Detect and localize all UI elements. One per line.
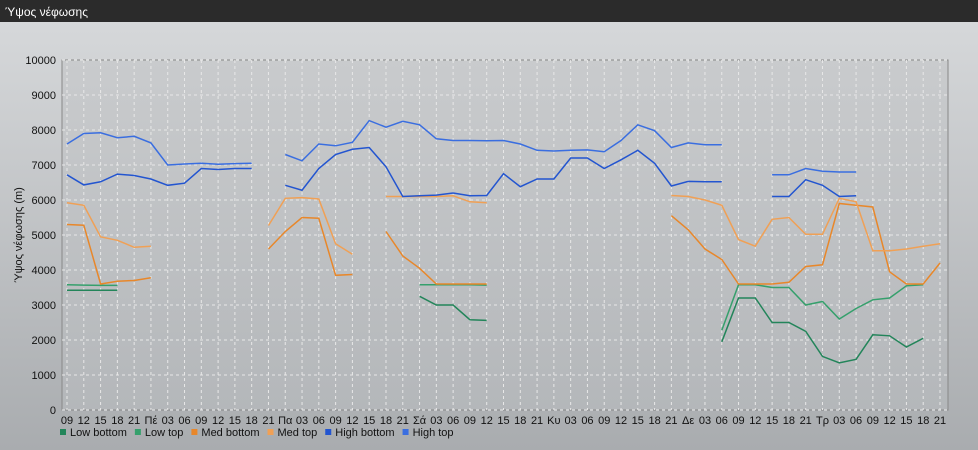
series-line <box>66 194 941 255</box>
y-tick-label: 5000 <box>32 230 56 242</box>
legend-label: High bottom <box>335 427 394 439</box>
legend-label: Med bottom <box>201 427 259 439</box>
title-bar <box>0 0 978 22</box>
x-tick-label: Τρ <box>816 415 829 427</box>
x-tick-label: 03 <box>699 415 711 427</box>
x-tick-label: 18 <box>380 415 392 427</box>
x-tick-label: 06 <box>447 415 459 427</box>
x-tick-label: 15 <box>94 415 106 427</box>
x-tick-label: 09 <box>732 415 744 427</box>
y-tick-label: 2000 <box>32 335 56 347</box>
x-tick-label: 21 <box>665 415 677 427</box>
x-tick-label: 03 <box>565 415 577 427</box>
y-tick-label: 4000 <box>32 265 56 277</box>
x-tick-label: 18 <box>514 415 526 427</box>
y-tick-label: 1000 <box>32 370 56 382</box>
x-tick-label: 09 <box>464 415 476 427</box>
window-title: Ύψος νέφωσης <box>5 5 88 19</box>
legend-label: High top <box>413 427 454 439</box>
series-line <box>66 202 941 285</box>
series-line <box>66 146 857 198</box>
x-tick-label: 15 <box>632 415 644 427</box>
x-tick-label: 06 <box>716 415 728 427</box>
y-tick-label: 8000 <box>32 125 56 137</box>
x-tick-label: 06 <box>178 415 190 427</box>
y-tick-label: 7000 <box>32 160 56 172</box>
x-tick-label: Σά <box>413 415 427 427</box>
legend-swatch <box>402 429 409 435</box>
x-tick-label: 15 <box>766 415 778 427</box>
x-tick-label: 03 <box>296 415 308 427</box>
x-tick-label: 12 <box>884 415 896 427</box>
y-tick-label: 0 <box>50 405 56 417</box>
legend-swatch <box>134 429 141 435</box>
x-tick-label: 03 <box>833 415 845 427</box>
y-tick-label: 10000 <box>25 55 56 67</box>
x-tick-label: 18 <box>111 415 123 427</box>
x-tick-label: Πέ <box>145 415 158 427</box>
x-tick-label: 15 <box>900 415 912 427</box>
legend-swatch <box>325 429 332 435</box>
x-tick-label: 03 <box>430 415 442 427</box>
y-tick-label: 9000 <box>32 90 56 102</box>
x-tick-label: 21 <box>262 415 274 427</box>
x-tick-label: 09 <box>598 415 610 427</box>
x-tick-label: 21 <box>934 415 946 427</box>
x-tick-label: 12 <box>78 415 90 427</box>
legend-label: Low bottom <box>70 427 127 439</box>
x-tick-label: 12 <box>481 415 493 427</box>
y-tick-label: 6000 <box>32 195 56 207</box>
legend-label: Low top <box>145 427 184 439</box>
series-line <box>67 289 924 364</box>
x-tick-label: 03 <box>162 415 174 427</box>
x-tick-label: 15 <box>497 415 509 427</box>
x-tick-label: 18 <box>917 415 929 427</box>
x-tick-label: 21 <box>800 415 812 427</box>
x-tick-label: 21 <box>128 415 140 427</box>
legend-swatch <box>60 429 66 435</box>
y-tick-label: 3000 <box>32 300 56 312</box>
x-tick-label: 12 <box>749 415 761 427</box>
x-tick-label: 06 <box>313 415 325 427</box>
x-tick-label: 18 <box>246 415 258 427</box>
y-axis-label: Ύψος νέφωσης (m) <box>13 187 25 283</box>
x-tick-label: 06 <box>581 415 593 427</box>
x-tick-label: 18 <box>648 415 660 427</box>
x-tick-label: 06 <box>850 415 862 427</box>
x-tick-label: Κυ <box>547 415 560 427</box>
x-tick-label: 09 <box>195 415 207 427</box>
x-tick-label: Δε <box>682 415 694 427</box>
x-tick-label: 09 <box>61 415 73 427</box>
x-tick-label: 18 <box>783 415 795 427</box>
x-tick-label: 21 <box>397 415 409 427</box>
x-tick-label: 12 <box>346 415 358 427</box>
x-tick-label: 15 <box>229 415 241 427</box>
legend-swatch <box>191 429 198 435</box>
legend-label: Med top <box>278 427 318 439</box>
x-tick-label: 12 <box>615 415 627 427</box>
x-tick-label: 12 <box>212 415 224 427</box>
x-tick-label: 21 <box>531 415 543 427</box>
x-tick-label: 09 <box>867 415 879 427</box>
series-line <box>66 119 857 176</box>
legend-swatch <box>267 429 274 435</box>
x-tick-label: 15 <box>363 415 375 427</box>
x-tick-label: Πα <box>278 415 293 427</box>
x-tick-label: 09 <box>329 415 341 427</box>
